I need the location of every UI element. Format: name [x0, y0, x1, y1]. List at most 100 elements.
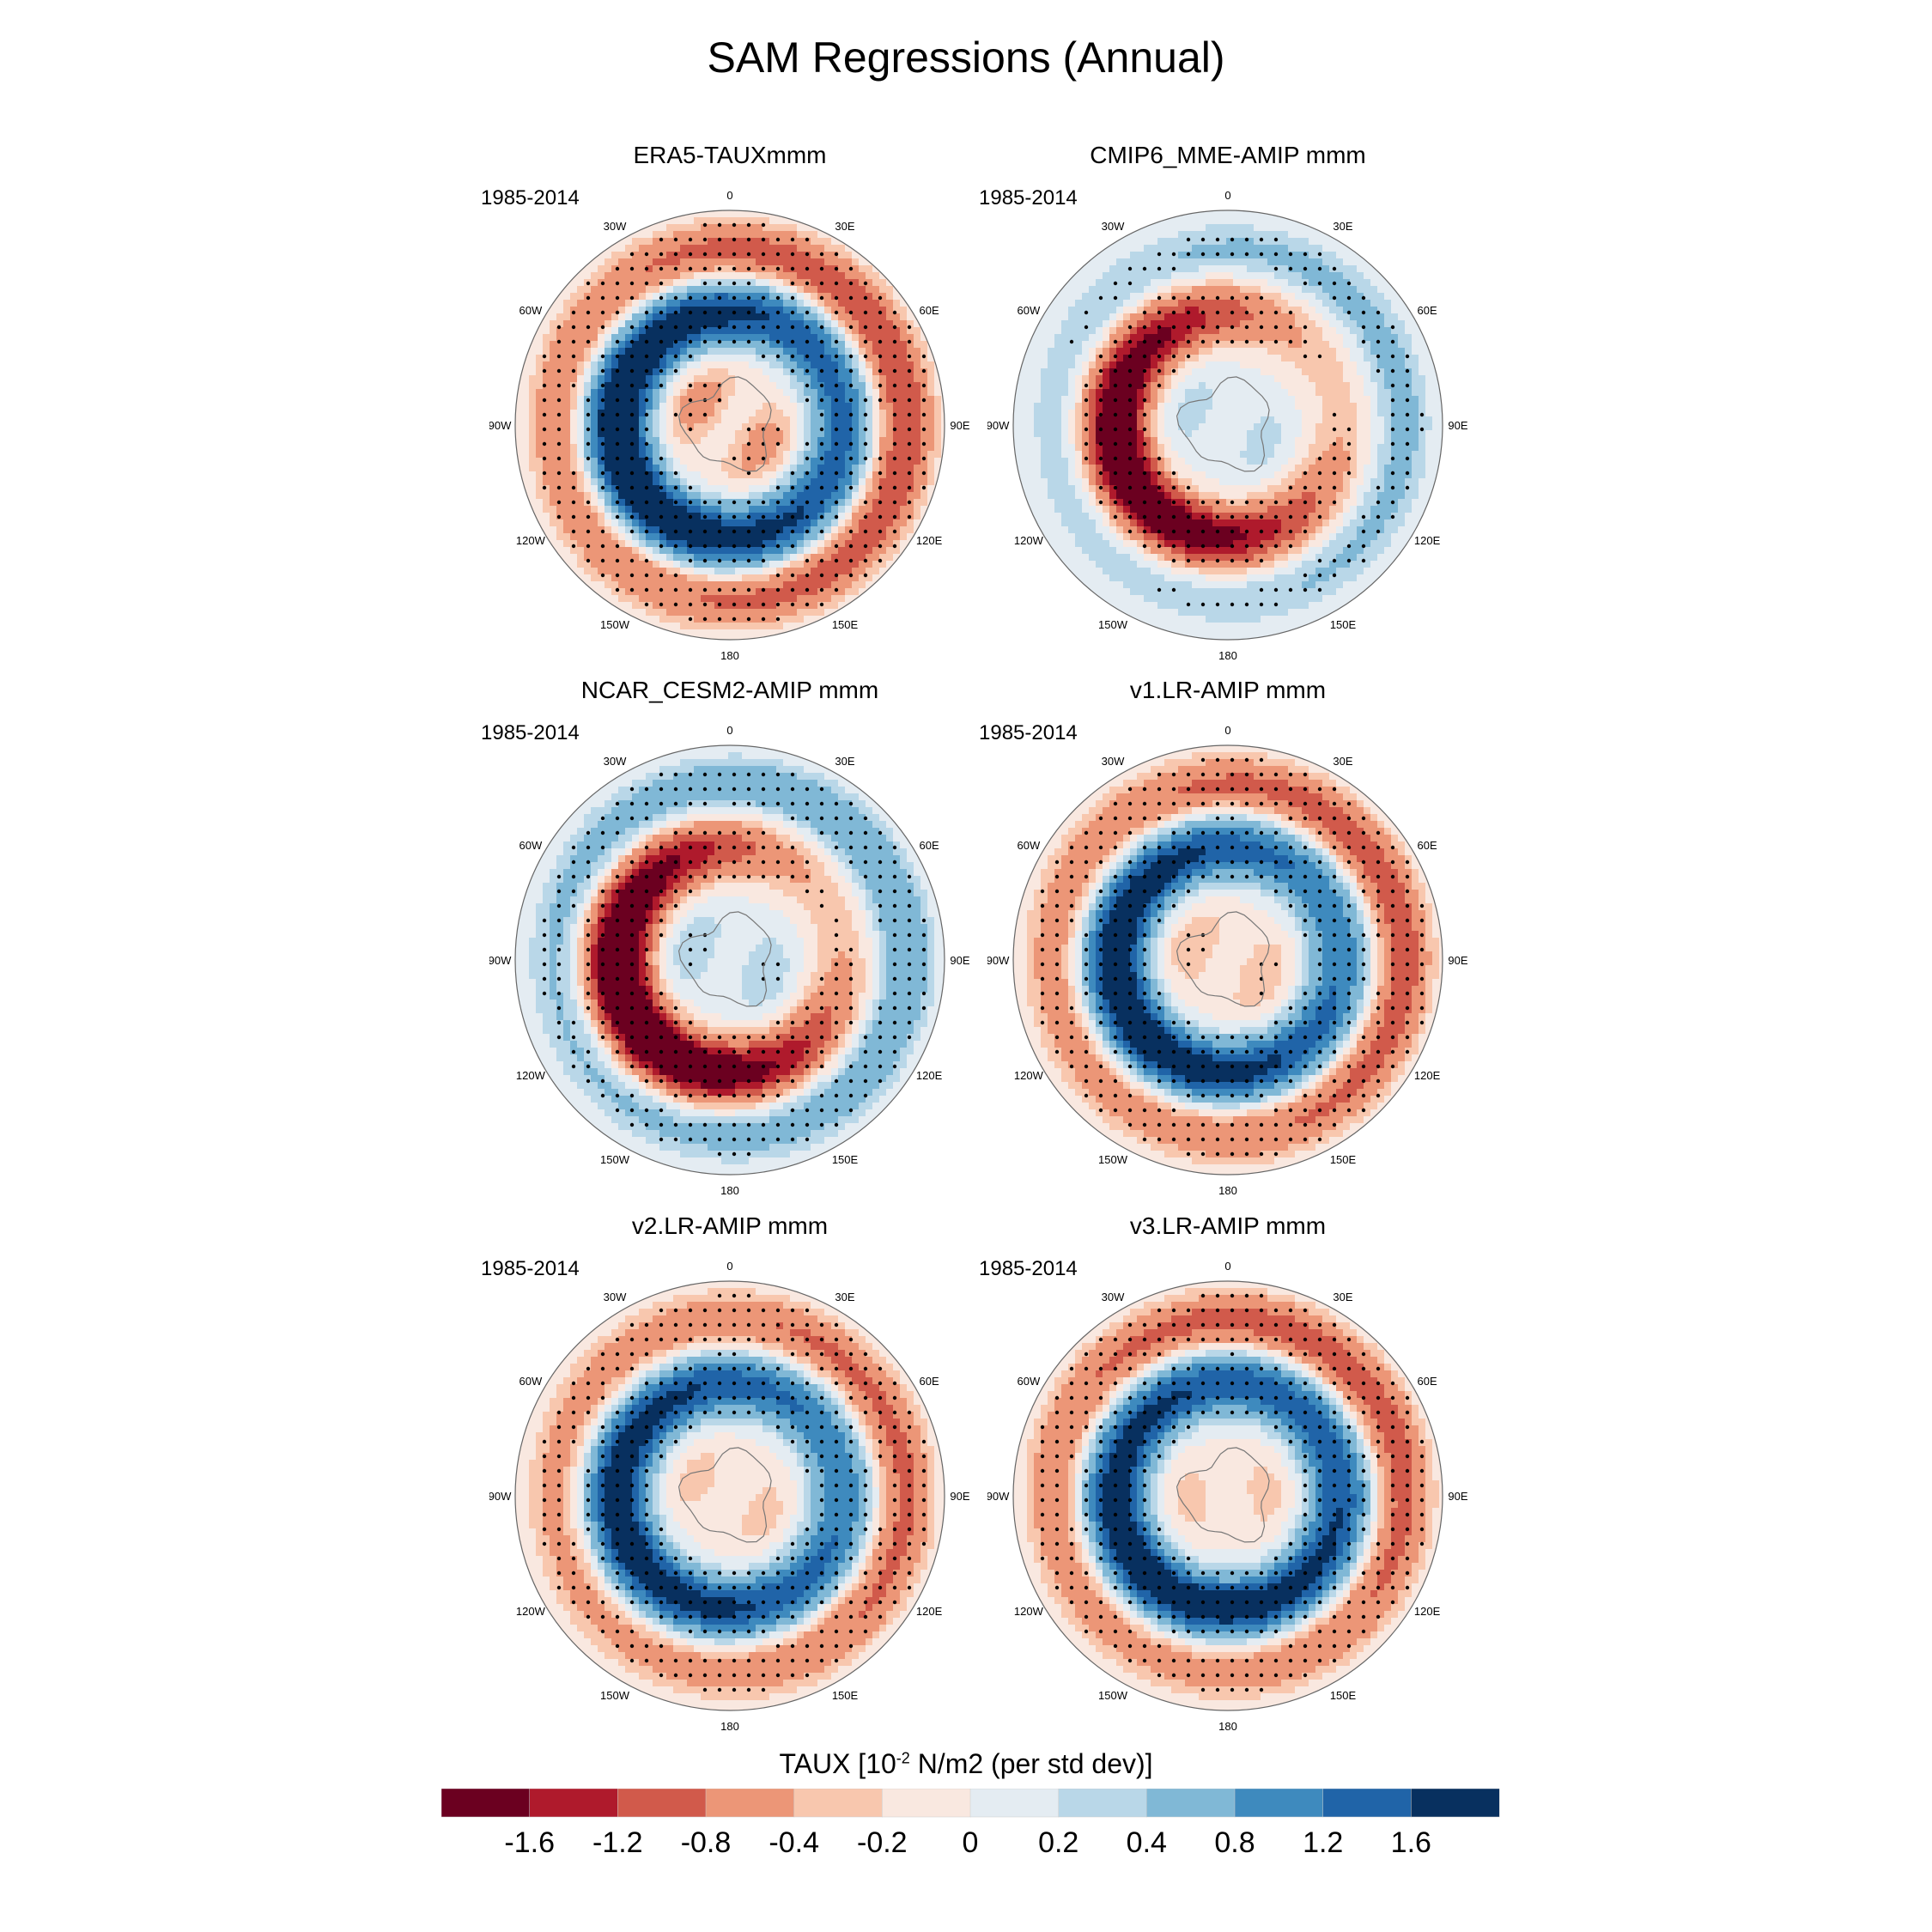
field-cell — [680, 258, 688, 266]
field-cell — [728, 451, 736, 459]
field-cell — [598, 348, 605, 355]
field-cell — [721, 410, 729, 417]
field-cell — [1281, 334, 1289, 342]
field-cell — [1405, 341, 1413, 349]
field-cell — [735, 423, 743, 431]
field-cell — [721, 623, 729, 630]
field-cell — [1068, 327, 1076, 335]
significance-dot — [775, 617, 781, 622]
field-cell — [838, 416, 846, 424]
field-cell — [556, 355, 564, 362]
field-cell — [577, 334, 585, 342]
field-cell — [872, 355, 880, 362]
significance-dot — [775, 237, 781, 242]
field-cell — [1137, 258, 1145, 266]
field-cell — [1116, 258, 1124, 266]
field-cell — [790, 609, 798, 617]
field-cell — [1034, 375, 1042, 383]
field-cell — [900, 506, 908, 513]
field-cell — [838, 348, 846, 355]
significance-dot — [761, 252, 766, 257]
field-cell — [611, 506, 619, 513]
field-cell — [1391, 320, 1399, 328]
field-cell — [1329, 341, 1337, 349]
field-cell — [859, 458, 866, 465]
field-cell — [1068, 361, 1076, 369]
field-cell — [769, 258, 777, 266]
field-cell — [817, 361, 825, 369]
field-cell — [728, 272, 736, 280]
field-cell — [1261, 210, 1268, 218]
field-cell — [742, 348, 750, 355]
field-cell — [879, 368, 887, 376]
field-cell — [694, 540, 702, 548]
field-cell — [591, 416, 598, 424]
field-cell — [639, 375, 647, 383]
field-cell — [1267, 327, 1275, 335]
field-cell — [1082, 272, 1090, 280]
field-cell — [866, 465, 873, 472]
significance-dot — [907, 441, 912, 447]
field-cell — [701, 245, 708, 252]
field-cell — [1412, 334, 1419, 342]
field-cell — [1281, 300, 1289, 307]
field-cell — [694, 437, 702, 445]
field-cell — [543, 382, 550, 390]
field-cell — [831, 245, 839, 252]
field-cell — [941, 375, 945, 383]
field-cell — [680, 355, 688, 362]
significance-dot — [907, 514, 912, 519]
field-cell — [1089, 265, 1097, 273]
field-cell — [879, 547, 887, 555]
significance-dot — [775, 325, 781, 330]
field-cell — [1075, 272, 1083, 280]
field-cell — [1261, 327, 1268, 335]
field-cell — [769, 636, 777, 640]
significance-dot — [892, 310, 897, 315]
field-cell — [1247, 320, 1255, 328]
field-cell — [570, 410, 578, 417]
field-cell — [893, 492, 901, 500]
field-cell — [714, 348, 722, 355]
field-cell — [529, 499, 537, 507]
field-cell — [776, 396, 784, 404]
field-cell — [1288, 341, 1296, 349]
field-cell — [563, 334, 571, 342]
significance-dot — [600, 368, 605, 374]
field-cell — [838, 471, 846, 479]
field-cell — [1212, 272, 1220, 280]
field-cell — [1364, 313, 1371, 321]
field-cell — [543, 437, 550, 445]
field-cell — [859, 492, 866, 500]
field-cell — [721, 533, 729, 541]
field-cell — [694, 403, 702, 410]
field-cell — [625, 300, 633, 307]
field-cell — [797, 465, 805, 472]
significance-dot — [615, 427, 620, 432]
field-cell — [618, 416, 626, 424]
field-cell — [694, 279, 702, 287]
field-cell — [1034, 355, 1042, 362]
field-cell — [1109, 320, 1117, 328]
field-cell — [1089, 313, 1097, 321]
field-cell — [1274, 341, 1282, 349]
field-cell — [920, 430, 928, 438]
field-cell — [1068, 320, 1076, 328]
field-cell — [646, 602, 653, 610]
field-cell — [872, 348, 880, 355]
field-cell — [749, 238, 756, 246]
field-cell — [749, 361, 756, 369]
field-cell — [625, 609, 633, 617]
field-cell — [859, 334, 866, 342]
field-cell — [756, 595, 763, 603]
field-cell — [694, 286, 702, 294]
significance-dot — [571, 471, 576, 476]
field-cell — [1212, 279, 1220, 287]
lon-tick-label: 0 — [726, 189, 732, 202]
field-cell — [811, 554, 818, 562]
field-cell — [1370, 355, 1378, 362]
field-cell — [543, 444, 550, 452]
significance-dot — [702, 514, 708, 519]
field-cell — [1123, 307, 1131, 314]
field-cell — [769, 499, 777, 507]
